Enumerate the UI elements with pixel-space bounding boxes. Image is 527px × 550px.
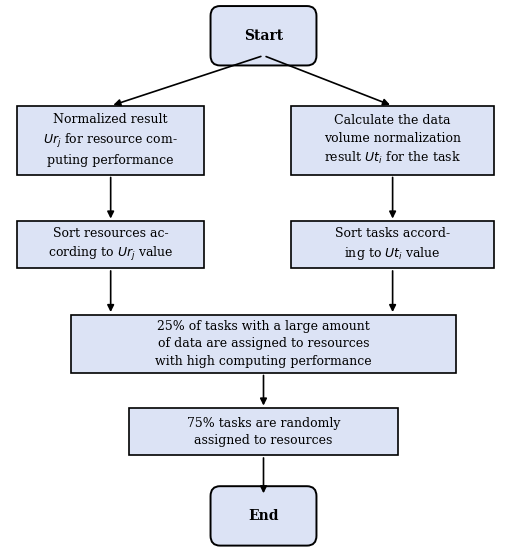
FancyBboxPatch shape	[210, 486, 316, 546]
FancyBboxPatch shape	[291, 106, 494, 175]
Text: Sort tasks accord-
ing to $Ut_i$ value: Sort tasks accord- ing to $Ut_i$ value	[335, 227, 450, 262]
Text: Sort resources ac-
cording to $Ur_j$ value: Sort resources ac- cording to $Ur_j$ val…	[48, 227, 173, 263]
FancyBboxPatch shape	[129, 408, 398, 455]
Text: 25% of tasks with a large amount
of data are assigned to resources
with high com: 25% of tasks with a large amount of data…	[155, 320, 372, 368]
Text: Normalized result
$Ur_j$ for resource com-
puting performance: Normalized result $Ur_j$ for resource co…	[43, 113, 178, 167]
Text: Start: Start	[244, 29, 283, 43]
FancyBboxPatch shape	[17, 106, 204, 175]
FancyBboxPatch shape	[210, 6, 316, 65]
FancyBboxPatch shape	[71, 315, 456, 373]
FancyBboxPatch shape	[291, 221, 494, 268]
FancyBboxPatch shape	[17, 221, 204, 268]
Text: Calculate the data
volume normalization
result $Ut_i$ for the task: Calculate the data volume normalization …	[324, 114, 461, 166]
Text: 75% tasks are randomly
assigned to resources: 75% tasks are randomly assigned to resou…	[187, 416, 340, 447]
Text: End: End	[248, 509, 279, 523]
